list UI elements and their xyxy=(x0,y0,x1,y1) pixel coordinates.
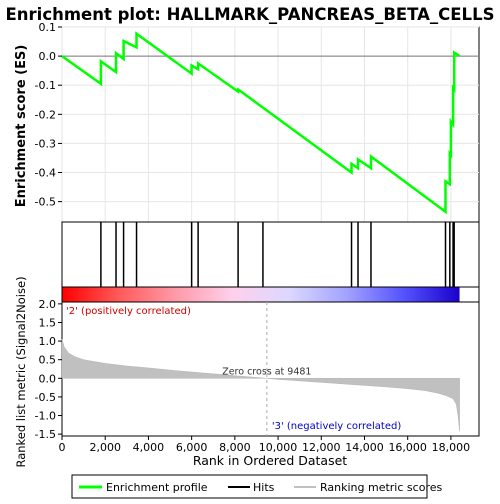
x-tick-label: 18,000 xyxy=(432,441,471,454)
metric-panel: Zero cross at 9481 '2' (positively corre… xyxy=(14,276,480,468)
es-y-tick-label: -0.4 xyxy=(35,167,56,180)
x-tick-label: 8,000 xyxy=(219,441,251,454)
legend-label-ranking-metric: Ranking metric scores xyxy=(320,481,442,494)
x-tick-label: 4,000 xyxy=(133,441,165,454)
rank-heatmap-bar xyxy=(61,286,480,303)
x-tick-label: 12,000 xyxy=(302,441,341,454)
zero-cross-label: Zero cross at 9481 xyxy=(222,366,311,377)
es-y-tick-label: -0.1 xyxy=(35,79,56,92)
positive-correlation-label: '2' (positively correlated) xyxy=(66,306,191,317)
legend-label-hits: Hits xyxy=(253,481,275,494)
metric-y-tick-label: 0.5 xyxy=(39,354,57,367)
legend-label-enrichment-profile: Enrichment profile xyxy=(106,481,208,494)
es-y-tick-label: -0.5 xyxy=(35,196,56,209)
negative-correlation-label: '3' (negatively correlated) xyxy=(272,421,401,432)
metric-y-tick-label: 0.0 xyxy=(39,372,57,385)
x-tick-label: 2,000 xyxy=(89,441,121,454)
metric-y-tick-label: 1.0 xyxy=(39,335,57,348)
metric-y-tick-label: -0.5 xyxy=(35,391,56,404)
es-panel: -0.5 -0.4 -0.3 -0.2 -0.1 0.0 0.1 Enrichment sc… xyxy=(14,21,480,223)
x-tick-label: 6,000 xyxy=(176,441,208,454)
es-y-tick-label: -0.2 xyxy=(35,108,56,121)
hit-marks xyxy=(100,222,455,287)
legend: Enrichment profile Hits Ranking metric s… xyxy=(71,474,442,499)
metric-y-tick-label: -1.5 xyxy=(35,428,56,441)
metric-y-tick-label: -1.0 xyxy=(35,410,56,423)
es-y-tick-label: 0.1 xyxy=(39,21,57,34)
es-y-tick-label: -0.3 xyxy=(35,137,56,150)
es-y-tick-label: 0.0 xyxy=(39,50,57,63)
chart-title: Enrichment plot: HALLMARK_PANCREAS_BETA_… xyxy=(6,5,495,24)
enrichment-profile-line xyxy=(61,31,461,215)
hits-panel-frame xyxy=(61,221,480,288)
metric-y-ticks: -1.5 -1.0 -0.5 0.0 0.5 1.0 1.5 2.0 xyxy=(35,298,62,441)
es-panel-frame xyxy=(61,26,480,223)
x-tick-label: 16,000 xyxy=(388,441,427,454)
x-tick-label: 10,000 xyxy=(259,441,298,454)
metric-y-axis-label: Ranked list metric (Signal2Noise) xyxy=(14,276,28,467)
es-y-axis-label: Enrichment score (ES) xyxy=(14,45,29,208)
hits-panel xyxy=(61,221,480,288)
x-tick-label: 14,000 xyxy=(345,441,384,454)
ranking-metric-area xyxy=(61,339,460,432)
x-tick-label: 0 xyxy=(59,441,66,454)
heatmap-bar-fill xyxy=(62,287,460,302)
metric-y-tick-label: 2.0 xyxy=(39,298,57,311)
x-axis-label: Rank in Ordered Dataset xyxy=(193,453,347,468)
es-y-ticks: -0.5 -0.4 -0.3 -0.2 -0.1 0.0 0.1 xyxy=(35,21,62,209)
x-axis-ticks: 0 2,000 4,000 6,000 8,000 10,000 12,000 14,000 1… xyxy=(59,436,471,454)
metric-y-tick-label: 1.5 xyxy=(39,316,57,329)
